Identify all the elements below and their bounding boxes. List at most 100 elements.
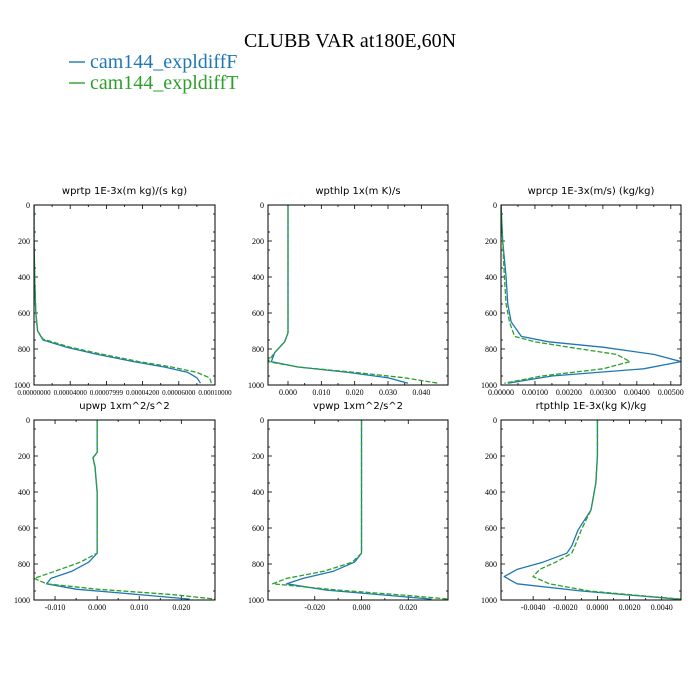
- x-tick-label: 0.00200: [556, 388, 582, 397]
- series-line-1: [286, 420, 432, 600]
- y-tick-label: 400: [485, 273, 497, 282]
- x-tick-label: -0.010: [45, 603, 66, 612]
- y-tick-label: 200: [18, 452, 30, 461]
- y-tick-label: 0: [493, 201, 497, 210]
- panel-6: rtpthlp 1E-3x(kg K)/kg 0 200 400 600 800 1000 -…: [481, 401, 682, 612]
- y-tick-label: 600: [252, 309, 264, 318]
- y-tick-label: 200: [485, 237, 497, 246]
- y-tick-label: 800: [252, 560, 264, 569]
- legend-label: cam144_expldiffT: [90, 72, 238, 94]
- panel-title: wprcp 1E-3x(m/s) (kg/kg): [528, 186, 655, 197]
- y-tick-label: 0: [26, 416, 30, 425]
- y-tick-label: 0: [260, 201, 264, 210]
- x-tick-label: 0.0020: [619, 603, 641, 612]
- series-line-2: [34, 420, 215, 600]
- y-tick-label: 200: [252, 452, 264, 461]
- panel-5: vpwp 1xm^2/s^2 0 200 400 600 800 1000 -0.020 0.0…: [248, 401, 449, 612]
- panel-4: upwp 1xm^2/s^2 0 200 400 600 800 1000 -0.010 0.0…: [14, 401, 216, 612]
- y-tick-label: 800: [18, 345, 30, 354]
- y-tick-label: 400: [18, 488, 30, 497]
- plot-frame: [33, 204, 216, 386]
- x-tick-label: 0.000: [353, 603, 371, 612]
- y-tick-label: 1000: [481, 381, 497, 390]
- x-tick-label: 0.00000000: [17, 389, 51, 397]
- series-line-1: [270, 205, 409, 384]
- panels: wprtp 1E-3x(m kg)/(s kg) 0 200 400 600 800 100…: [14, 186, 684, 612]
- y-tick-label: 600: [485, 309, 497, 318]
- y-tick-label: 1000: [14, 381, 30, 390]
- x-tick-label: 0.00500: [658, 388, 684, 397]
- x-tick-label: -0.0020: [553, 603, 578, 612]
- legend-entry: cam144_expldiffF: [69, 51, 237, 73]
- x-tick-label: 0.00004000: [54, 389, 88, 397]
- x-tick-label: 0.00300: [590, 388, 616, 397]
- series-line-1: [501, 205, 681, 384]
- x-tick-label: 0.00006000: [162, 389, 196, 397]
- x-tick-label: 0.00004200: [126, 389, 160, 397]
- y-tick-label: 600: [18, 309, 30, 318]
- x-tick-label: 0.000: [279, 388, 297, 397]
- series-line-1: [45, 420, 190, 600]
- plot-frame: [500, 419, 682, 601]
- plot-frame: [33, 419, 216, 601]
- series-line-1: [503, 420, 678, 600]
- panel-1: wprtp 1E-3x(m kg)/(s kg) 0 200 400 600 800 100…: [14, 186, 232, 397]
- x-tick-label: 0.020: [399, 603, 417, 612]
- x-tick-label: 0.0000: [586, 603, 608, 612]
- panel-3: wprcp 1E-3x(m/s) (kg/kg) 0 200 400 600 800 100…: [481, 186, 684, 397]
- series-line-2: [34, 205, 212, 384]
- x-tick-label: 0.010: [130, 603, 148, 612]
- x-tick-label: -0.020: [304, 603, 325, 612]
- x-tick-label: 0.020: [172, 603, 190, 612]
- x-tick-label: 0.010: [312, 388, 330, 397]
- plot-frame: [500, 204, 682, 386]
- y-tick-label: 0: [26, 201, 30, 210]
- x-tick-label: 0.00010000: [198, 389, 232, 397]
- series-line-2: [501, 205, 631, 384]
- y-tick-label: 800: [485, 345, 497, 354]
- y-tick-label: 1000: [481, 596, 497, 605]
- panel-title: upwp 1xm^2/s^2: [79, 401, 169, 412]
- series-line-2: [532, 420, 681, 600]
- panel-title: rtpthlp 1E-3x(kg K)/kg: [536, 401, 647, 412]
- y-tick-label: 200: [252, 237, 264, 246]
- y-tick-label: 1000: [14, 596, 30, 605]
- x-tick-label: 0.020: [346, 388, 364, 397]
- y-tick-label: 600: [485, 524, 497, 533]
- series-line-1: [34, 205, 202, 384]
- x-tick-label: 0.00000: [488, 388, 514, 397]
- y-tick-label: 400: [252, 488, 264, 497]
- x-tick-label: 0.030: [379, 388, 397, 397]
- panel-2: wpthlp 1x(m K)/s 0 200 400 600 800 1000 0.000 0.…: [248, 186, 449, 397]
- y-tick-label: 200: [485, 452, 497, 461]
- x-tick-label: 0.040: [412, 388, 430, 397]
- x-tick-label: 0.00400: [624, 388, 650, 397]
- y-tick-label: 600: [252, 524, 264, 533]
- panel-title: wpthlp 1x(m K)/s: [315, 186, 400, 197]
- y-tick-label: 800: [485, 560, 497, 569]
- y-tick-label: 800: [252, 345, 264, 354]
- y-tick-label: 1000: [248, 596, 264, 605]
- y-tick-label: 0: [493, 416, 497, 425]
- y-tick-label: 0: [260, 416, 264, 425]
- figure-title: CLUBB VAR at180E,60N: [244, 30, 456, 52]
- y-tick-label: 1000: [248, 381, 264, 390]
- y-tick-label: 800: [18, 560, 30, 569]
- series-line-2: [272, 420, 448, 600]
- y-tick-label: 200: [18, 237, 30, 246]
- legend-label: cam144_expldiffF: [90, 51, 237, 73]
- x-tick-label: 0.00007999: [90, 389, 124, 397]
- plot-frame: [267, 204, 449, 386]
- y-tick-label: 400: [252, 273, 264, 282]
- panel-title: wprtp 1E-3x(m kg)/(s kg): [62, 186, 187, 197]
- y-tick-label: 400: [485, 488, 497, 497]
- x-tick-label: -0.0040: [521, 603, 546, 612]
- series-line-2: [268, 205, 439, 384]
- legend-entry: cam144_expldiffT: [69, 72, 238, 94]
- y-tick-label: 600: [18, 524, 30, 533]
- x-tick-label: 0.0040: [651, 603, 673, 612]
- x-tick-label: 0.00100: [522, 388, 548, 397]
- plot-frame: [267, 419, 449, 601]
